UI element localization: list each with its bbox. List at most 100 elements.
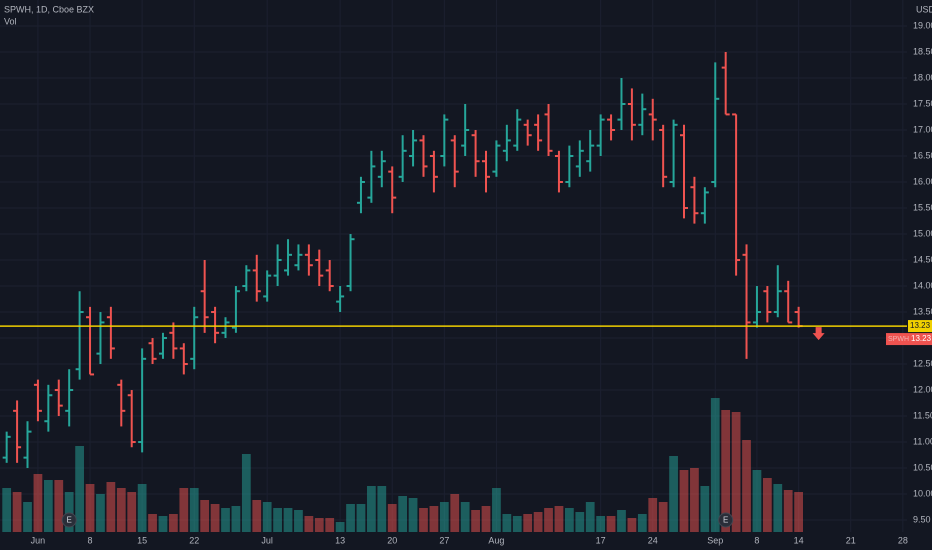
ohlc-bar [513,109,522,151]
ohlc-bar [565,145,574,188]
ohlc-bar [752,286,761,328]
ohlc-bar [325,260,334,292]
y-tick-label: 15.00 [913,228,932,238]
y-tick-label: 14.50 [913,254,932,264]
ohlc-bar [231,286,240,333]
ohlc-bar [554,150,563,193]
x-tick-label: Jul [261,535,273,545]
volume-bar [148,514,157,532]
volume-bar [690,468,699,532]
ohlc-bar [190,306,199,370]
ohlc-bar [617,78,626,131]
ohlc-bar [315,249,324,287]
volume-bar [179,488,189,532]
earnings-marker [718,512,734,528]
x-tick-label: 8 [754,535,759,545]
volume-bar [210,504,220,532]
volume-bar [721,410,731,532]
ohlc-bar [263,270,272,302]
ohlc-bar [75,291,84,380]
volume-bar [502,514,512,532]
volume-bar [189,488,199,532]
ohlc-bar [773,265,782,318]
volume-bar [23,502,32,532]
ohlc-bar [440,114,449,167]
alert-arrow [812,327,825,341]
ohlc-bar [284,239,293,276]
x-tick-label: 13 [335,535,345,545]
ohlc-bar [534,114,543,151]
ohlc-bar [158,332,167,359]
y-tick-label: 11.50 [913,410,932,420]
volume-bar [617,510,626,532]
x-tick-label: 20 [387,535,397,545]
earnings-label: E [723,516,728,525]
volume-bar [783,490,793,532]
volume-bar [762,478,772,532]
ohlc-bar [211,306,220,344]
volume-bar [169,514,178,532]
ohlc-bar [419,135,428,177]
volume-bar [460,502,470,532]
ohlc-bar [200,260,209,333]
y-tick-label: 18.00 [913,72,932,82]
x-tick-label: Aug [488,535,504,545]
ohlc-bar [127,390,136,448]
volume-bar [283,508,293,532]
x-tick-label: 14 [794,535,804,545]
x-tick-label: Sep [707,535,723,545]
volume-bar [367,486,376,532]
ohlc-bar [669,119,678,188]
volume-bar [700,486,710,532]
ohlc-bar [690,176,699,224]
volume-bar [658,502,668,532]
ohlc-bar [106,306,115,359]
volume-bar [377,486,387,532]
ohlc-bar [450,135,459,188]
ohlc-bar [721,52,730,116]
x-tick-label: 28 [898,535,908,545]
ohlc-bar [763,286,772,323]
ohlc-bar [461,104,470,157]
last-price-label: 13.23 [911,334,932,343]
ohlc-bar [242,265,251,292]
ohlc-bar [367,150,376,203]
volume-bar [241,454,251,532]
volume-bar [158,516,168,532]
volume-bar [356,504,366,532]
volume-bar [137,484,147,532]
ohlc-bar [742,244,751,359]
volume-bar [252,500,262,532]
x-tick-label: 21 [846,535,856,545]
ohlc-bar [732,113,741,276]
ohlc-bar [523,119,532,146]
volume-bar [231,506,241,532]
volume-bar [387,504,397,532]
volume-bar [637,514,647,532]
volume-bar [742,440,751,532]
y-tick-label: 19.00 [913,20,932,30]
ohlc-bar [711,62,720,188]
y-tick-label: 18.50 [913,46,932,56]
ohlc-bar [388,166,397,214]
ohlc-bar [398,135,407,183]
ohlc-bar [638,93,647,136]
ohlc-bar [221,317,230,339]
ohlc-bar [429,150,438,193]
volume-bar [96,494,105,532]
hline-label-box [908,320,932,333]
volume-bar [439,502,449,532]
ohlc-bar [627,88,636,141]
volume-bar [64,492,74,532]
earnings-label: E [67,516,72,525]
ohlc-bar [13,400,22,463]
axes: 9.5010.0010.5011.0011.5012.0012.5013.001… [0,20,932,545]
volume-bar [471,510,480,532]
volume-bar [564,508,574,532]
ohlc-bar [169,322,178,359]
ohlc-bar [252,254,261,302]
y-tick-label: 10.50 [913,462,932,472]
y-tick-label: 16.00 [913,176,932,186]
volume-bar [33,474,43,532]
x-tick-label: Jun [31,535,46,545]
